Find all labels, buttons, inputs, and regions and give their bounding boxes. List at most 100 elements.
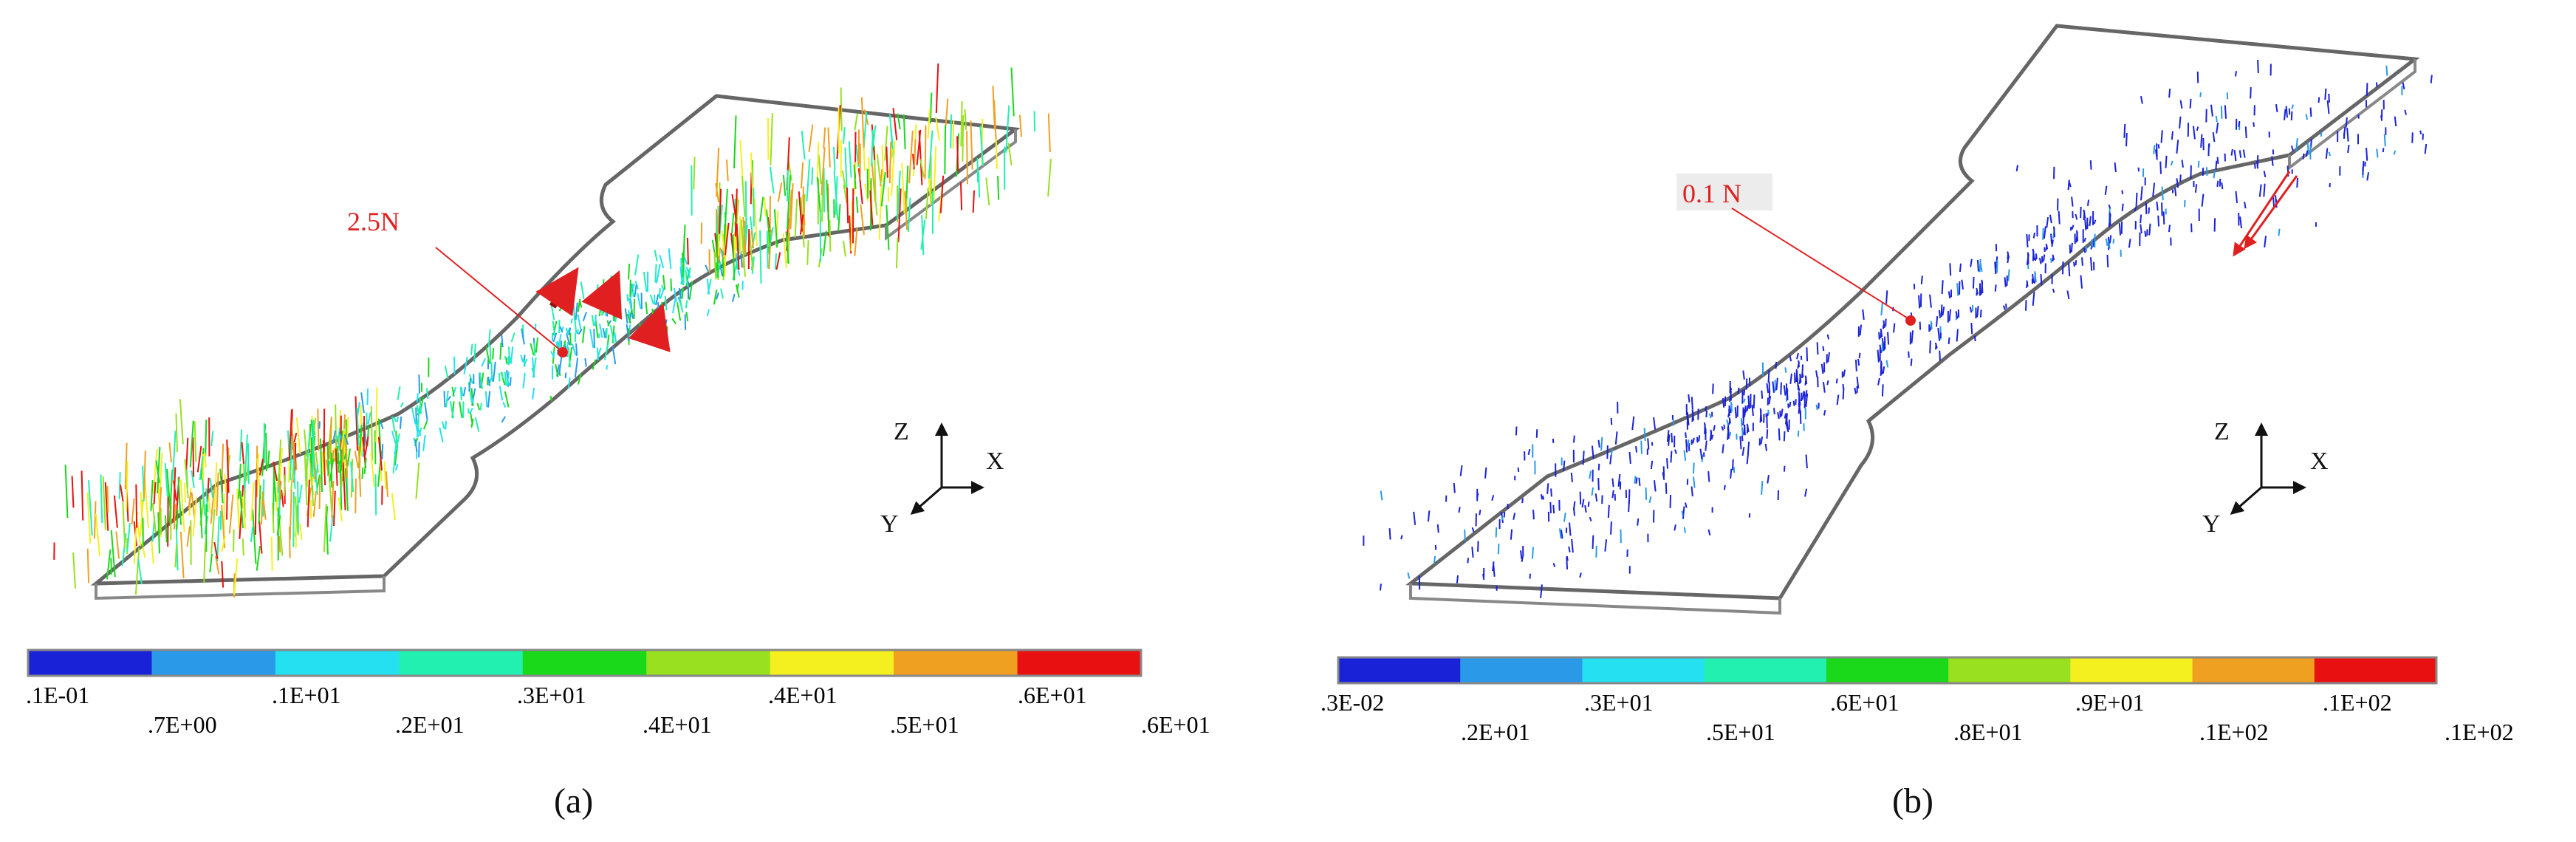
vector-arrow [2089,160,2092,170]
vector-arrow [1532,510,1535,520]
vector-arrow [964,109,967,131]
vector-arrow [742,217,746,247]
vector-arrow [186,526,191,547]
vector-arrow [685,267,691,278]
vector-arrow [72,552,77,589]
vector-arrow [2050,233,2053,244]
vector-arrow [919,159,925,178]
vector-arrow [166,469,171,511]
vector-arrow [252,509,257,564]
vector-arrow [2176,178,2179,188]
vector-arrow [2002,305,2006,310]
vector-arrow [1784,413,1787,419]
vector-arrow [1594,493,1598,502]
vector-arrow [292,459,296,489]
vector-arrow [1799,373,1802,383]
vector-arrow [972,190,976,213]
vector-arrow [221,561,225,588]
vector-arrow [492,361,496,382]
vector-arrow [532,357,535,378]
vector-arrow [1495,527,1498,538]
vector-arrow [731,194,737,219]
vector-arrow [481,357,486,367]
vector-arrow [688,281,693,300]
vector-arrow [2345,117,2348,128]
vector-arrow [1542,496,1545,500]
vector-arrow [671,318,676,324]
vector-arrow [609,325,615,344]
vector-arrow [565,332,571,346]
vector-arrow [184,459,189,499]
vector-arrow [2302,153,2305,160]
vector-arrow [654,264,657,283]
vector-arrow [1007,143,1013,166]
vector-arrow [122,502,126,549]
vector-arrow [1976,287,1979,295]
vector-arrow [144,477,149,528]
vector-arrow [1707,470,1710,482]
vector-arrow [928,130,934,179]
vector-arrow [113,495,118,528]
vector-arrow [2394,116,2397,127]
vector-arrow [2168,88,2171,98]
vector-arrow [2140,214,2142,224]
vector-arrow [354,451,359,468]
vector-arrow [2114,162,2117,172]
vector-arrow [2162,211,2165,225]
colorbar-b: .3E-02 .3E+01 .6E+01 .9E+01 .1E+02 .2E+0… [1320,656,2514,745]
vector-arrow [2168,225,2171,233]
vector-arrow [258,459,264,476]
vector-arrow [191,470,195,488]
vector-arrow [716,234,719,278]
vector-arrow [1878,332,1880,340]
vector-arrow [473,343,476,363]
vector-arrow [136,518,142,547]
vector-field-b [1363,59,2433,598]
vector-arrow [241,442,245,465]
vector-arrow [734,188,738,237]
vector-arrow [1766,383,1770,394]
vector-arrow [827,127,831,168]
colorbar-b-bottom-0: .2E+01 [1461,719,1530,745]
vector-arrow [1503,511,1506,518]
vector-arrow [309,458,315,506]
colorbar-segment [646,650,771,676]
vector-arrow [2192,126,2196,140]
vector-arrow [150,480,154,511]
colorbar-segment [2314,657,2437,683]
vector-arrow [897,188,902,242]
vector-arrow [143,451,146,499]
vector-arrow [705,264,710,273]
vector-arrow [1453,482,1456,493]
vector-arrow [884,126,888,161]
vector-arrow [400,402,404,408]
vector-arrow [759,196,764,222]
vector-arrow [886,146,888,178]
vector-arrow [2213,170,2216,179]
vector-arrow [634,284,637,298]
colorbar-a-top-0: .1E-01 [26,682,89,708]
vector-arrow [731,293,736,302]
vector-arrow [1604,539,1608,552]
vector-arrow [174,544,178,568]
vector-arrow [1854,359,1857,372]
vector-arrow [833,146,836,172]
vector-arrow [614,310,617,322]
vector-arrow [855,196,859,213]
vector-arrow [354,396,358,451]
vector-arrow [992,86,996,130]
vector-arrow [1671,433,1674,443]
vector-arrow [1942,307,1945,316]
vector-arrow [853,164,857,190]
vector-arrow [584,357,587,367]
vector-arrow [210,486,216,524]
vector-arrow [273,464,277,502]
vector-arrow [209,553,213,573]
vector-arrow [722,258,724,277]
vector-arrow [868,157,871,191]
vector-arrow [168,469,174,523]
vector-arrow [1737,387,1740,394]
vector-arrow [2049,214,2052,224]
vector-arrow [768,229,772,270]
vector-arrow [2419,130,2422,134]
